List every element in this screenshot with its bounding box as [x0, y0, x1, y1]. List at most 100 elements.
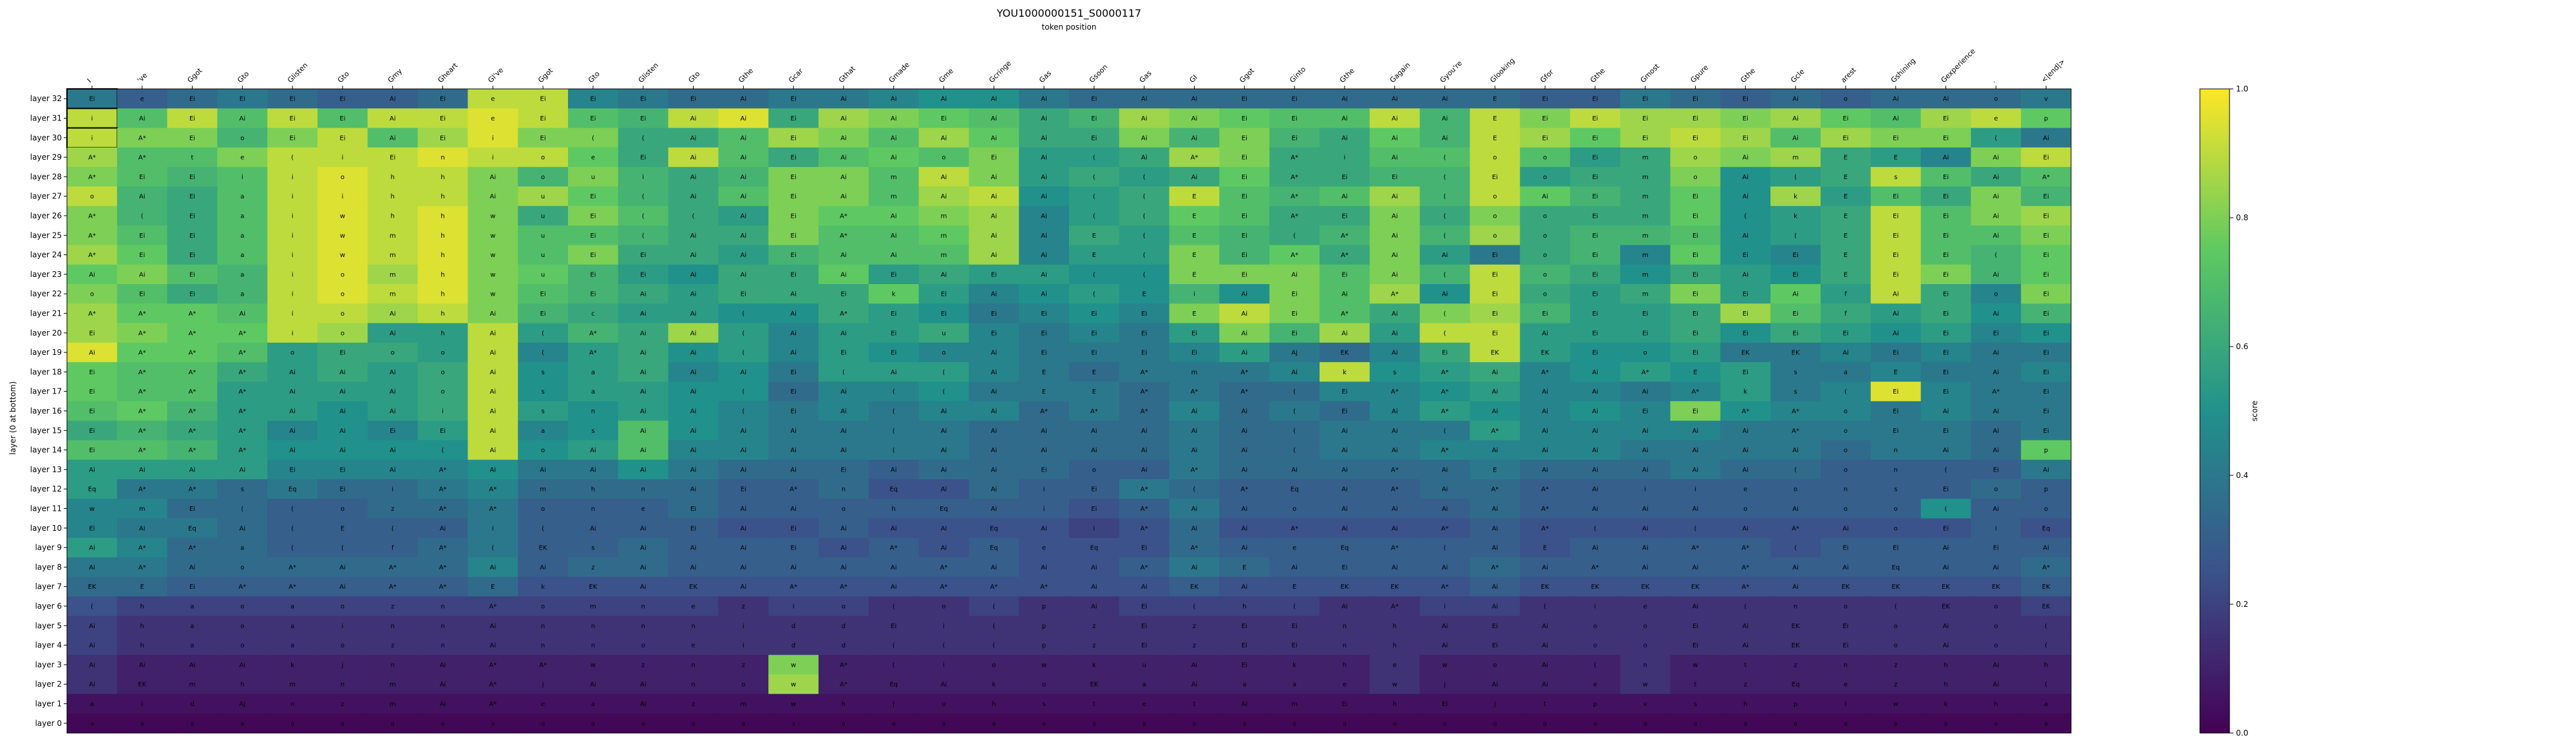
- cell-label: A*: [189, 388, 196, 396]
- heatmap-cell: [1670, 147, 1721, 167]
- heatmap-cell: [267, 440, 318, 461]
- heatmap-cell: [518, 225, 569, 245]
- y-tick-label: layer 5: [35, 621, 62, 630]
- heatmap-cell: [768, 89, 819, 109]
- heatmap-cell: [417, 479, 468, 499]
- cell-label: i: [342, 193, 344, 200]
- cell-label: (: [1794, 466, 1797, 473]
- cell-label: Ei: [89, 388, 95, 396]
- cell-label: Ei: [1341, 564, 1347, 571]
- cell-label: E: [1493, 466, 1497, 473]
- heatmap-cell: [1219, 205, 1270, 226]
- cell-label: Ai: [1041, 447, 1047, 454]
- cell-label: Ai: [489, 388, 496, 396]
- cell-label: m: [390, 271, 396, 278]
- cell-label: Ei: [1893, 350, 1899, 357]
- heatmap-cell: [1520, 518, 1571, 539]
- heatmap-cell: [1069, 654, 1120, 675]
- cell-label: A*: [940, 564, 948, 571]
- cell-label: Ai: [489, 369, 496, 376]
- heatmap-cell: [1019, 323, 1070, 343]
- heatmap-cell: [267, 89, 318, 109]
- heatmap-cell: [217, 713, 268, 734]
- heatmap-cell: [1821, 147, 1871, 167]
- cell-label: o: [1894, 623, 1898, 630]
- cell-label: Ei: [290, 96, 296, 103]
- cell-label: A*: [138, 155, 146, 162]
- cell-label: EK: [1792, 350, 1800, 357]
- cell-label: Ai: [1943, 545, 1949, 552]
- cell-label: Ei: [590, 271, 596, 278]
- cell-label: n: [440, 155, 444, 162]
- cell-label: Ai: [289, 388, 296, 396]
- cell-label: n: [1894, 466, 1898, 473]
- cell-label: A*: [189, 545, 196, 552]
- heatmap-cell: [1419, 264, 1470, 285]
- heatmap-cell: [1019, 205, 1070, 226]
- cell-label: Ai: [740, 252, 746, 259]
- cell-label: e: [591, 155, 595, 162]
- cell-label: (: [893, 447, 895, 454]
- cell-label: Ei: [1292, 135, 1298, 142]
- cell-label: (: [742, 350, 744, 357]
- heatmap-cell: [918, 499, 969, 519]
- cell-label: Ei: [1592, 115, 1598, 122]
- heatmap-cell: [668, 713, 719, 734]
- heatmap-cell: [67, 635, 118, 656]
- cell-label: Ei: [1341, 213, 1347, 220]
- colorbar-tick-label: 0.8: [2236, 213, 2248, 222]
- heatmap-cell: [67, 147, 118, 167]
- heatmap-cell: [618, 654, 668, 675]
- heatmap-cell: [1320, 264, 1370, 285]
- heatmap-cell: [618, 284, 668, 304]
- heatmap-cell: [518, 186, 569, 207]
- heatmap-cell: [1620, 284, 1671, 304]
- heatmap-cell: [417, 284, 468, 304]
- cell-label: Ei: [1592, 193, 1598, 200]
- heatmap-cell: [918, 205, 969, 226]
- heatmap-cell: [1570, 186, 1621, 207]
- cell-label: Ei: [1893, 388, 1899, 396]
- heatmap-cell: [868, 440, 919, 461]
- cell-label: k: [1743, 388, 1747, 396]
- cell-label: Ai: [1742, 642, 1748, 649]
- heatmap-cell: [1069, 401, 1120, 421]
- cell-label: EK: [1340, 584, 1349, 591]
- x-tick-label: Gcringe: [987, 59, 1013, 84]
- cell-label: Ei: [540, 135, 546, 142]
- cell-label: Ai: [1993, 564, 1999, 571]
- heatmap-cell: [1570, 537, 1621, 558]
- cell-label: Ei: [1842, 642, 1848, 649]
- cell-label: Ai: [990, 115, 997, 122]
- heatmap-cell: [1470, 381, 1520, 402]
- heatmap-cell: [1620, 225, 1671, 245]
- cell-label: Eq: [940, 506, 948, 513]
- heatmap-cell: [1570, 694, 1621, 714]
- cell-label: Ei: [89, 408, 95, 415]
- cell-label: Ai: [1542, 564, 1548, 571]
- cell-label: s: [541, 388, 544, 396]
- heatmap-cell: [1069, 284, 1120, 304]
- heatmap-cell: [1670, 557, 1721, 577]
- heatmap-cell: [1770, 713, 1821, 734]
- cell-label: Ai: [941, 466, 947, 473]
- cell-label: m: [1191, 369, 1198, 376]
- cell-label: Ai: [590, 447, 596, 454]
- heatmap-cell: [1369, 89, 1420, 109]
- cell-label: Ei: [540, 291, 546, 298]
- heatmap-cell: [1971, 674, 2022, 694]
- cell-label: i: [342, 623, 344, 630]
- cell-label: Ai: [941, 96, 947, 103]
- cell-label: w: [1643, 682, 1648, 689]
- heatmap-cell: [1169, 128, 1220, 148]
- cell-label: Ai: [139, 193, 146, 200]
- heatmap-cell: [417, 499, 468, 519]
- heatmap-cell: [618, 381, 668, 402]
- cell-label: Ai: [1492, 369, 1498, 376]
- cell-label: Ei: [1091, 330, 1097, 337]
- heatmap-cell: [1920, 654, 1971, 675]
- heatmap-cell: [518, 264, 569, 285]
- cell-label: s: [591, 428, 594, 435]
- heatmap-cell: [468, 205, 518, 226]
- cell-label: E: [1844, 233, 1848, 240]
